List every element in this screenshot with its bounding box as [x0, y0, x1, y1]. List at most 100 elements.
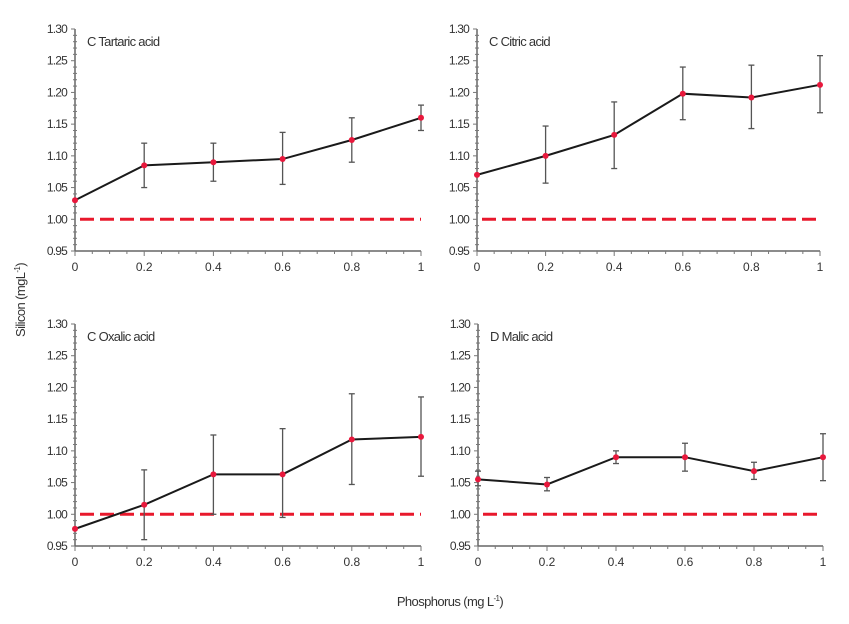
data-point: [418, 114, 424, 121]
x-tick-label: 0: [474, 260, 481, 274]
x-tick-label: 0.8: [743, 260, 760, 274]
x-tick-label: 0.6: [274, 555, 291, 569]
data-point: [679, 90, 686, 97]
data-point: [613, 454, 619, 461]
data-point: [72, 525, 78, 532]
y-tick-label: 1.05: [47, 476, 68, 490]
x-axis-label-end: ): [499, 594, 503, 609]
y-tick-label: 1.15: [449, 117, 470, 131]
data-point: [141, 501, 148, 508]
y-tick-label: 1.05: [47, 181, 68, 195]
y-tick-label: 1.15: [450, 412, 471, 426]
x-tick-label: 0.8: [343, 260, 360, 274]
x-tick-label: 0.4: [205, 260, 222, 274]
x-tick-label: 0.2: [537, 260, 554, 274]
series-line: [74, 435, 422, 530]
x-axis-label-text: Phosphorus (mg L: [397, 594, 494, 609]
y-tick-label: 1.10: [449, 149, 470, 163]
data-point: [817, 81, 823, 88]
y-tick-label: 1.15: [47, 412, 68, 426]
x-tick-label: 0.6: [274, 260, 291, 274]
x-tick-label: 0.4: [606, 260, 623, 274]
panel-2: 0.95 1.00 1.05 1.10 1.15 1.20 1.25 1.30 0 0.2 0.4 0…: [449, 22, 824, 274]
x-tick-label: 0.6: [677, 555, 694, 569]
x-tick-label: 0.4: [205, 555, 222, 569]
y-tick-label: 1.25: [47, 54, 68, 68]
panel-title: C Tartaric acid: [87, 34, 160, 49]
x-tick-label: 0.2: [136, 555, 153, 569]
data-point: [544, 481, 550, 488]
panel-title: C Oxalic acid: [87, 329, 155, 344]
y-tick-label: 0.95: [47, 244, 68, 258]
y-tick-label: 0.95: [47, 539, 68, 553]
y-tick-label: 1.00: [47, 212, 68, 226]
x-tick-label: 0: [72, 260, 79, 274]
x-axis-label: Phosphorus (mg L-1): [397, 594, 504, 609]
x-tick-label: 0: [72, 555, 79, 569]
y-tick-label: 1.10: [47, 149, 68, 163]
series-line: [476, 83, 821, 176]
y-tick-label: 1.05: [450, 476, 471, 490]
data-point: [348, 137, 355, 143]
y-axis-label-sup: -1: [13, 266, 22, 273]
y-tick-label: 1.25: [449, 54, 470, 68]
x-tick-label: 1: [820, 555, 827, 569]
y-tick-label: 1.10: [47, 444, 68, 458]
data-point: [748, 94, 755, 101]
x-tick-label: 0: [475, 555, 482, 569]
y-tick-label: 1.30: [449, 22, 470, 36]
y-tick-label: 1.25: [47, 349, 68, 363]
x-tick-label: 0.6: [674, 260, 691, 274]
y-tick-label: 1.20: [47, 380, 68, 394]
panel-3: 0.95 1.00 1.05 1.10 1.15 1.20 1.25 1.30 0 0.2 0.4 0…: [47, 317, 425, 569]
data-point: [348, 436, 355, 443]
panel-4: 0.95 1.00 1.05 1.10 1.15 1.20 1.25 1.30 0 0.2 0.4 0…: [450, 317, 827, 569]
y-tick-label: 1.00: [449, 212, 470, 226]
y-axis-label: Silicon (mgL-1): [13, 263, 28, 337]
x-axis-label-sup: -1: [493, 594, 500, 603]
y-axis-label-end: ): [13, 263, 28, 267]
y-tick-label: 1.20: [47, 85, 68, 99]
y-tick-label: 1.00: [450, 507, 471, 521]
series-line: [477, 456, 824, 486]
data-point: [141, 162, 148, 169]
data-point: [279, 471, 286, 478]
y-tick-label: 1.00: [47, 507, 68, 521]
y-tick-label: 1.05: [449, 181, 470, 195]
data-point: [279, 156, 286, 163]
y-tick-label: 1.20: [449, 85, 470, 99]
series-line: [74, 116, 422, 202]
panel-title: D Malic acid: [490, 329, 553, 344]
data-point: [611, 131, 618, 138]
data-point: [418, 433, 424, 440]
y-axis-label-text: Silicon (mgL: [13, 272, 28, 337]
x-tick-label: 0.8: [343, 555, 360, 569]
y-tick-label: 1.20: [450, 380, 471, 394]
data-point: [820, 454, 826, 461]
x-tick-label: 1: [817, 260, 824, 274]
y-tick-label: 0.95: [449, 244, 470, 258]
y-tick-label: 1.10: [450, 444, 471, 458]
data-point: [682, 454, 688, 461]
data-point: [72, 197, 78, 204]
y-tick-label: 1.30: [47, 22, 68, 36]
panel-title: C Citric acid: [489, 34, 550, 49]
data-point: [474, 171, 480, 178]
x-tick-label: 1: [418, 555, 425, 569]
y-tick-label: 0.95: [450, 539, 471, 553]
x-tick-label: 1: [418, 260, 425, 274]
x-tick-label: 0.8: [746, 555, 763, 569]
y-tick-label: 1.30: [47, 317, 68, 331]
data-point: [542, 152, 549, 159]
data-point: [751, 468, 757, 475]
x-tick-label: 0.2: [136, 260, 153, 274]
data-point: [210, 471, 217, 478]
y-tick-label: 1.25: [450, 349, 471, 363]
data-point: [475, 476, 481, 483]
x-tick-label: 0.2: [539, 555, 556, 569]
panel-1: 0.95 1.00 1.05 1.10 1.15 1.20 1.25 1.30 0 0.2 0.4 0…: [47, 22, 425, 274]
data-point: [210, 159, 217, 166]
y-tick-label: 1.30: [450, 317, 471, 331]
x-tick-label: 0.4: [608, 555, 625, 569]
